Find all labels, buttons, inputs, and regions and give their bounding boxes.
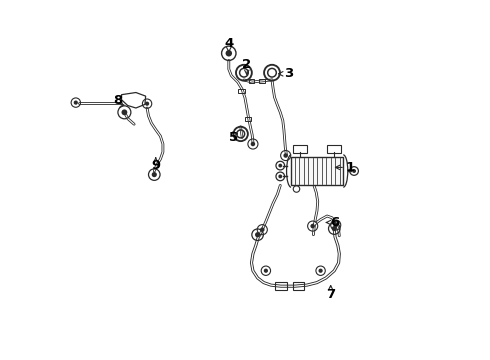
Text: 8: 8 bbox=[114, 94, 123, 107]
Circle shape bbox=[334, 223, 338, 227]
Circle shape bbox=[318, 269, 323, 273]
Text: 4: 4 bbox=[224, 37, 233, 50]
Bar bbox=[259, 79, 265, 83]
Text: 9: 9 bbox=[151, 159, 160, 172]
Circle shape bbox=[278, 175, 282, 178]
Bar bbox=[293, 282, 304, 290]
Text: 2: 2 bbox=[242, 58, 251, 71]
Circle shape bbox=[251, 142, 255, 146]
Circle shape bbox=[283, 153, 288, 158]
Circle shape bbox=[74, 100, 78, 105]
Circle shape bbox=[145, 102, 149, 106]
Circle shape bbox=[225, 50, 232, 57]
Bar bbox=[248, 79, 254, 83]
Circle shape bbox=[310, 224, 315, 228]
Bar bbox=[238, 89, 245, 93]
Circle shape bbox=[332, 226, 337, 231]
Text: 1: 1 bbox=[345, 161, 355, 174]
Text: 3: 3 bbox=[284, 67, 293, 80]
Circle shape bbox=[122, 109, 127, 115]
Bar bbox=[275, 282, 287, 290]
Bar bbox=[293, 145, 307, 153]
Circle shape bbox=[260, 228, 265, 232]
Bar bbox=[245, 117, 251, 121]
Circle shape bbox=[152, 172, 157, 177]
Circle shape bbox=[352, 169, 356, 173]
Text: 5: 5 bbox=[229, 131, 238, 144]
Text: 6: 6 bbox=[330, 216, 340, 229]
Circle shape bbox=[255, 232, 260, 237]
Bar bbox=[327, 145, 341, 153]
Text: 7: 7 bbox=[326, 288, 335, 301]
Bar bbox=[291, 157, 343, 185]
Circle shape bbox=[278, 164, 282, 167]
Circle shape bbox=[264, 269, 268, 273]
